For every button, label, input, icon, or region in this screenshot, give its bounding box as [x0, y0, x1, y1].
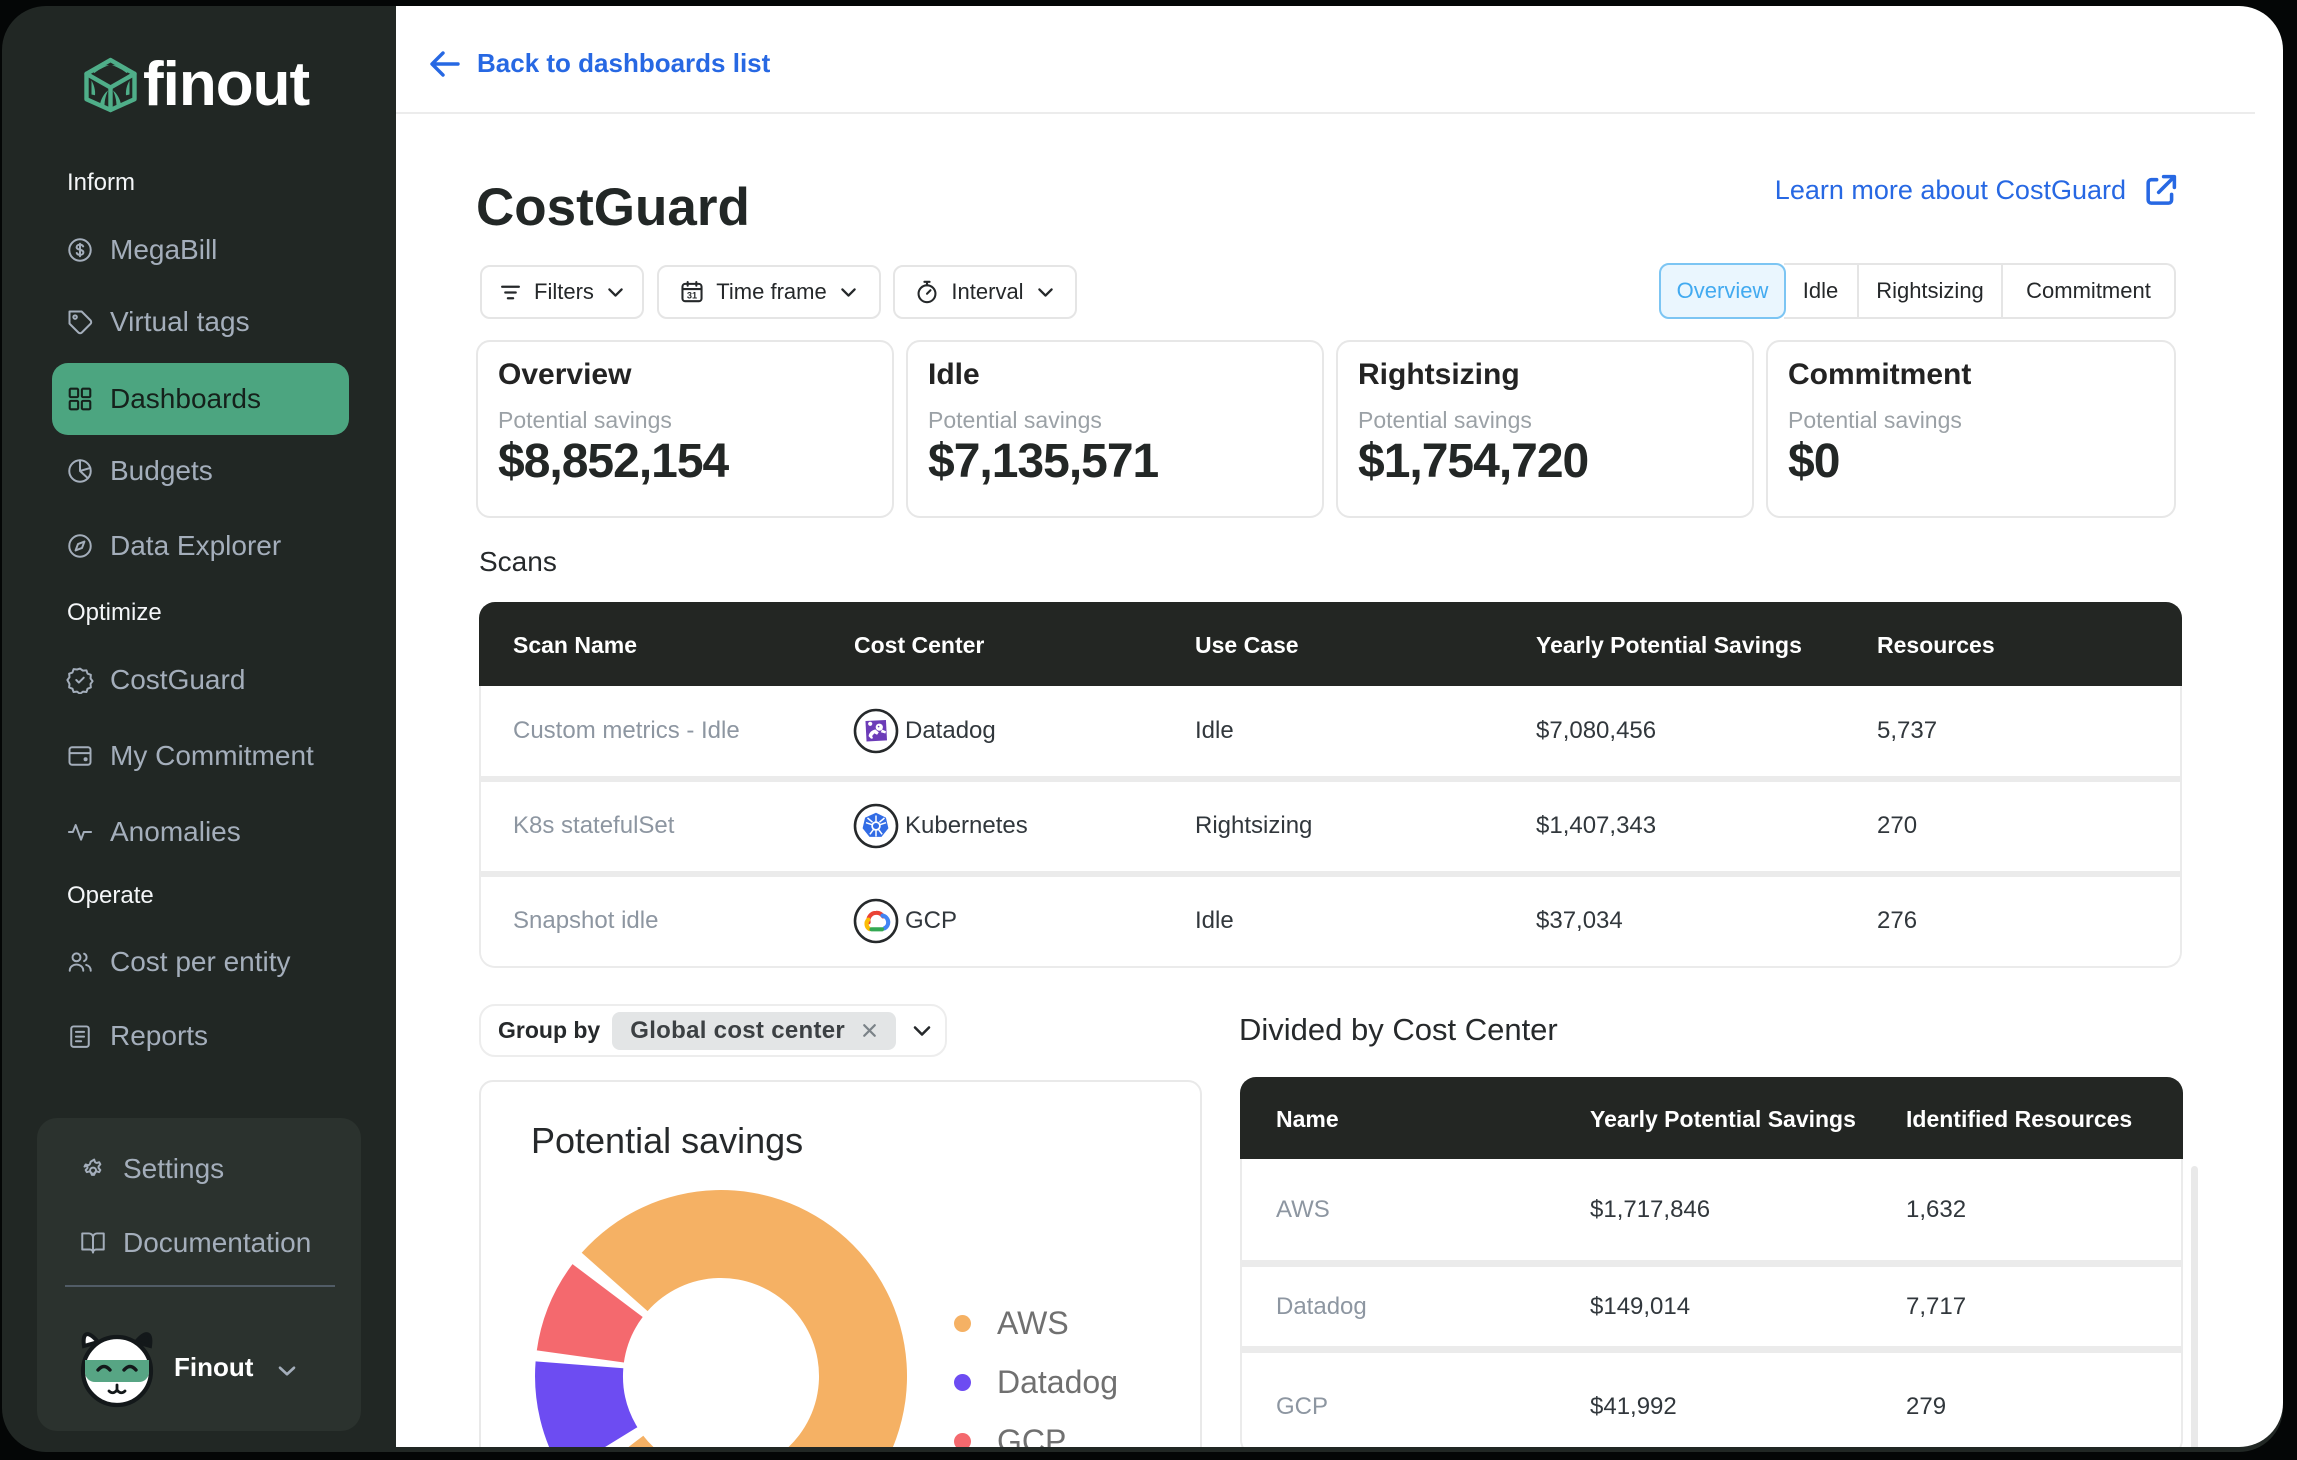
svg-text:31: 31 — [687, 291, 697, 301]
